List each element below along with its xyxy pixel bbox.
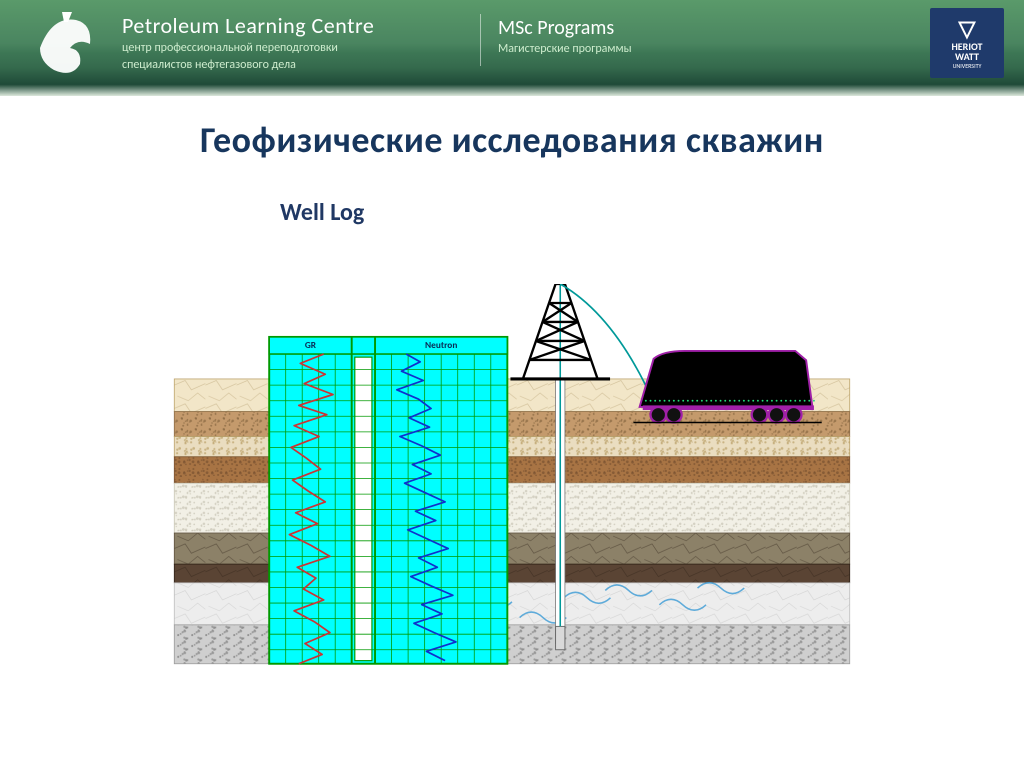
plc-logo-icon xyxy=(30,10,100,80)
plc-text-block: Petroleum Learning Centre центр професси… xyxy=(122,12,374,73)
header-divider xyxy=(480,14,481,66)
well-logging-diagram: GR Neutron xyxy=(78,284,946,712)
msc-title: MSc Programs xyxy=(498,16,632,40)
slide-title: Геофизические исследования скважин xyxy=(0,118,1024,162)
depth-track xyxy=(355,357,372,660)
gr-header: GR xyxy=(305,339,317,351)
plc-subtitle-2: специалистов нефтегазового дела xyxy=(122,58,374,73)
neutron-header: Neutron xyxy=(425,339,457,351)
header-banner: Petroleum Learning Centre центр професси… xyxy=(0,0,1024,96)
plc-title: Petroleum Learning Centre xyxy=(122,12,374,39)
plc-subtitle-1: центр профессиональной переподготовки xyxy=(122,41,374,56)
well-log-label: Well Log xyxy=(280,198,364,227)
heriot-watt-crest-icon: ▽ HERIOT WATT UNIVERSITY xyxy=(930,8,1004,78)
crest-line3: UNIVERSITY xyxy=(953,63,982,69)
well-log-panel: GR Neutron xyxy=(269,337,507,664)
logging-tool-icon xyxy=(556,626,565,649)
msc-subtitle: Магистерские программы xyxy=(498,42,632,56)
crest-line2: WATT xyxy=(955,52,979,62)
msc-text-block: MSc Programs Магистерские программы xyxy=(498,16,632,56)
